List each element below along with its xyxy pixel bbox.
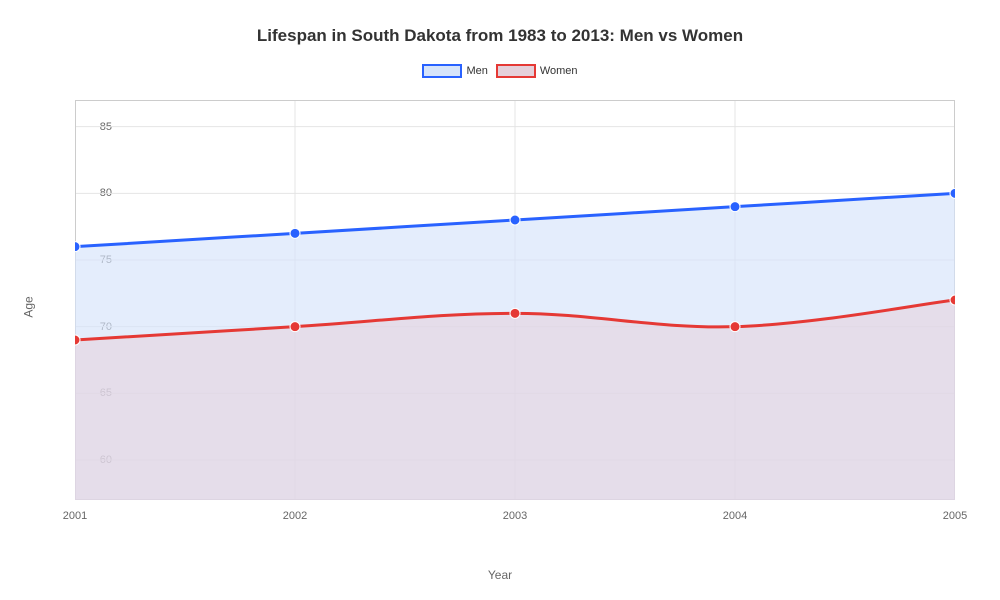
legend-item-men: Men	[422, 64, 487, 78]
legend: Men Women	[0, 64, 1000, 78]
x-axis-label: Year	[488, 568, 512, 582]
x-tick-label: 2002	[283, 510, 307, 522]
x-tick-label: 2003	[503, 510, 527, 522]
legend-item-women: Women	[496, 64, 578, 78]
x-tick-label: 2001	[63, 510, 87, 522]
x-tick-label: 2004	[723, 510, 747, 522]
x-tick-label: 2005	[943, 510, 967, 522]
chart-container: Lifespan in South Dakota from 1983 to 20…	[0, 0, 1000, 600]
plot-area	[75, 100, 955, 500]
chart-title: Lifespan in South Dakota from 1983 to 20…	[0, 0, 1000, 46]
y-axis-label: Age	[22, 296, 36, 317]
legend-label-women: Women	[540, 65, 578, 77]
legend-swatch-men	[422, 64, 462, 78]
legend-label-men: Men	[466, 65, 487, 77]
legend-swatch-women	[496, 64, 536, 78]
